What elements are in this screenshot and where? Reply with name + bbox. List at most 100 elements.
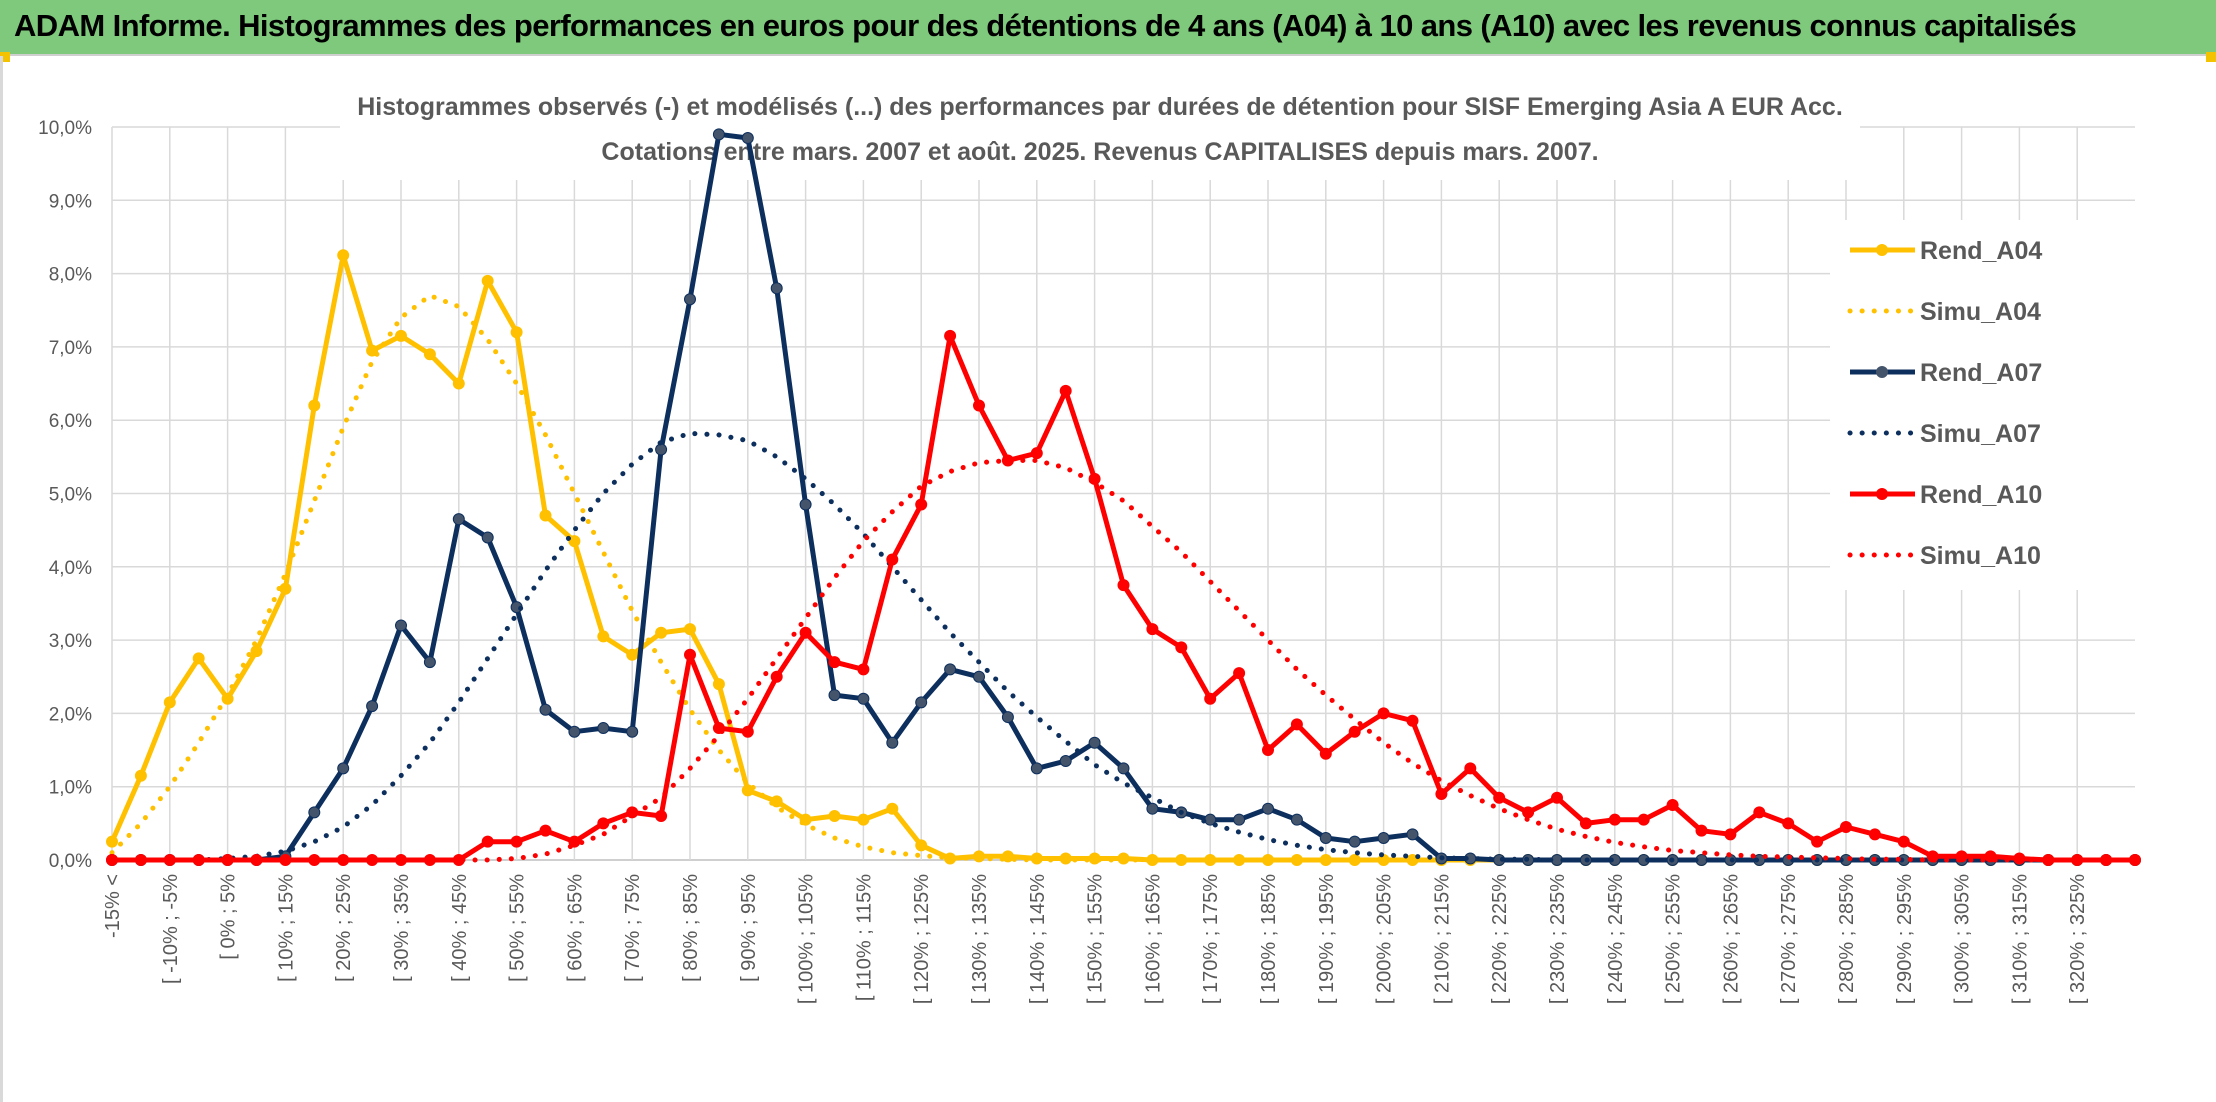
x-tick-label: -15% < — [102, 874, 124, 938]
x-tick-label: [ 110% ; 115% — [853, 874, 875, 1001]
data-point-rend_a04 — [250, 645, 263, 658]
y-tick-label: 3,0% — [49, 631, 92, 652]
data-point-rend_a10 — [1522, 806, 1535, 819]
data-point-rend_a04 — [886, 802, 899, 815]
data-point-rend_a07 — [597, 722, 610, 735]
data-point-rend_a07 — [366, 700, 379, 713]
data-point-rend_a10 — [1175, 641, 1188, 654]
data-point-rend_a04 — [915, 839, 928, 852]
x-tick-label: [ 20% ; 25% — [333, 874, 355, 982]
data-point-rend_a04 — [684, 623, 696, 636]
data-point-rend_a10 — [915, 498, 928, 511]
data-point-rend_a04 — [308, 399, 321, 412]
data-point-rend_a07 — [915, 696, 928, 709]
data-point-rend_a10 — [1724, 828, 1737, 841]
data-point-rend_a04 — [597, 630, 610, 643]
data-point-rend_a07 — [655, 443, 668, 456]
data-point-rend_a07 — [886, 736, 899, 749]
y-tick-label: 4,0% — [49, 558, 92, 579]
data-point-rend_a07 — [539, 703, 552, 716]
data-point-rend_a04 — [510, 326, 523, 339]
data-point-rend_a10 — [1435, 788, 1448, 801]
data-point-rend_a10 — [1897, 835, 1910, 848]
data-point-rend_a07 — [712, 128, 725, 141]
data-point-rend_a07 — [944, 663, 957, 676]
data-point-rend_a04 — [568, 535, 581, 548]
data-point-rend_a10 — [1637, 813, 1650, 826]
legend-marker-rend_a10 — [1876, 488, 1888, 500]
data-point-rend_a10 — [1001, 454, 1014, 467]
data-point-rend_a04 — [106, 835, 118, 848]
x-tick-label: [ 130% ; 135% — [969, 874, 991, 1004]
data-point-rend_a10 — [481, 835, 494, 848]
data-point-rend_a07 — [1262, 802, 1274, 815]
x-tick-label: [ 260% ; 265% — [1720, 874, 1742, 1004]
legend: Rend_A04 Simu_A04 Rend_A07 Simu_A07 Rend_A10… — [1847, 237, 2042, 570]
report-title-bar: ADAM Informe. Histogrammes des performan… — [0, 0, 2216, 56]
data-point-rend_a10 — [1868, 828, 1881, 841]
data-point-rend_a07 — [1406, 828, 1419, 841]
data-point-rend_a10 — [886, 553, 899, 566]
data-point-rend_a07 — [857, 692, 870, 705]
x-tick-label: [ 150% ; 155% — [1085, 874, 1107, 1004]
data-point-rend_a04 — [192, 652, 205, 665]
data-point-rend_a10 — [1030, 447, 1043, 460]
y-tick-label: 5,0% — [49, 485, 92, 506]
x-tick-label: [ 320% ; 325% — [2067, 874, 2089, 1004]
data-point-rend_a10 — [1782, 817, 1795, 830]
data-point-rend_a10 — [1117, 579, 1130, 592]
y-tick-label: 6,0% — [49, 411, 92, 432]
data-point-rend_a10 — [1348, 725, 1361, 738]
legend-label-rend_a10: Rend_A10 — [1920, 481, 2042, 509]
data-point-rend_a10 — [741, 725, 754, 738]
x-tick-label: [ 300% ; 305% — [1952, 874, 1974, 1004]
data-point-rend_a07 — [423, 656, 436, 669]
data-point-rend_a07 — [395, 619, 407, 632]
data-point-rend_a04 — [539, 509, 552, 522]
data-point-rend_a10 — [2129, 854, 2141, 866]
y-axis-tick-labels: 0,0% 1,0% 2,0% 3,0% 4,0% 5,0% 6,0% 7,0% 8,0% 9,0%… — [38, 118, 92, 872]
x-tick-label: [ 100% ; 105% — [796, 874, 818, 1004]
chart-title-background — [340, 84, 1860, 180]
x-tick-label: [ 220% ; 225% — [1489, 874, 1511, 1004]
legend-label-simu_a10: Simu_A10 — [1920, 542, 2041, 570]
chart-frame — [0, 56, 2216, 1102]
data-point-rend_a10 — [1666, 799, 1679, 812]
data-point-rend_a10 — [770, 670, 783, 683]
data-point-rend_a10 — [1811, 835, 1824, 848]
data-point-rend_a10 — [1551, 791, 1563, 804]
data-point-rend_a07 — [1030, 762, 1043, 775]
data-point-rend_a10 — [1146, 623, 1159, 636]
series-line-simu_a10 — [109, 458, 2138, 863]
x-tick-label: [ 170% ; 175% — [1200, 874, 1222, 1004]
data-point-rend_a10 — [1608, 813, 1621, 826]
data-point-rend_a10 — [684, 648, 696, 661]
data-point-rend_a07 — [1348, 835, 1361, 848]
data-point-rend_a10 — [655, 810, 668, 823]
data-point-rend_a10 — [1059, 384, 1072, 397]
data-point-rend_a10 — [1319, 747, 1332, 760]
y-tick-label: 0,0% — [49, 851, 92, 872]
data-point-rend_a10 — [539, 824, 552, 837]
x-tick-label: [ 230% ; 235% — [1547, 874, 1569, 1004]
x-tick-label: [ 140% ; 145% — [1027, 874, 1049, 1004]
legend-marker-rend_a04 — [1876, 244, 1888, 256]
x-tick-label: [ 180% ; 185% — [1258, 874, 1280, 1004]
data-point-rend_a04 — [655, 626, 668, 639]
data-point-rend_a07 — [1233, 813, 1246, 826]
data-point-rend_a07 — [741, 131, 754, 144]
data-point-rend_a10 — [1377, 707, 1390, 720]
corner-mark-left — [0, 52, 10, 62]
data-point-rend_a10 — [1406, 714, 1419, 727]
x-tick-label: [ 60% ; 65% — [564, 874, 586, 982]
data-point-rend_a10 — [973, 399, 985, 412]
x-tick-label: [ 310% ; 315% — [2009, 874, 2031, 1004]
legend-label-simu_a04: Simu_A04 — [1920, 298, 2041, 326]
data-point-rend_a10 — [597, 817, 610, 830]
data-point-rend_a10 — [828, 656, 841, 669]
x-tick-label: [ 0% ; 5% — [218, 874, 240, 960]
data-point-rend_a04 — [626, 648, 639, 661]
x-tick-label: [ 160% ; 165% — [1142, 874, 1164, 1004]
x-tick-label: [ 290% ; 295% — [1894, 874, 1916, 1004]
data-point-rend_a07 — [1117, 762, 1130, 775]
